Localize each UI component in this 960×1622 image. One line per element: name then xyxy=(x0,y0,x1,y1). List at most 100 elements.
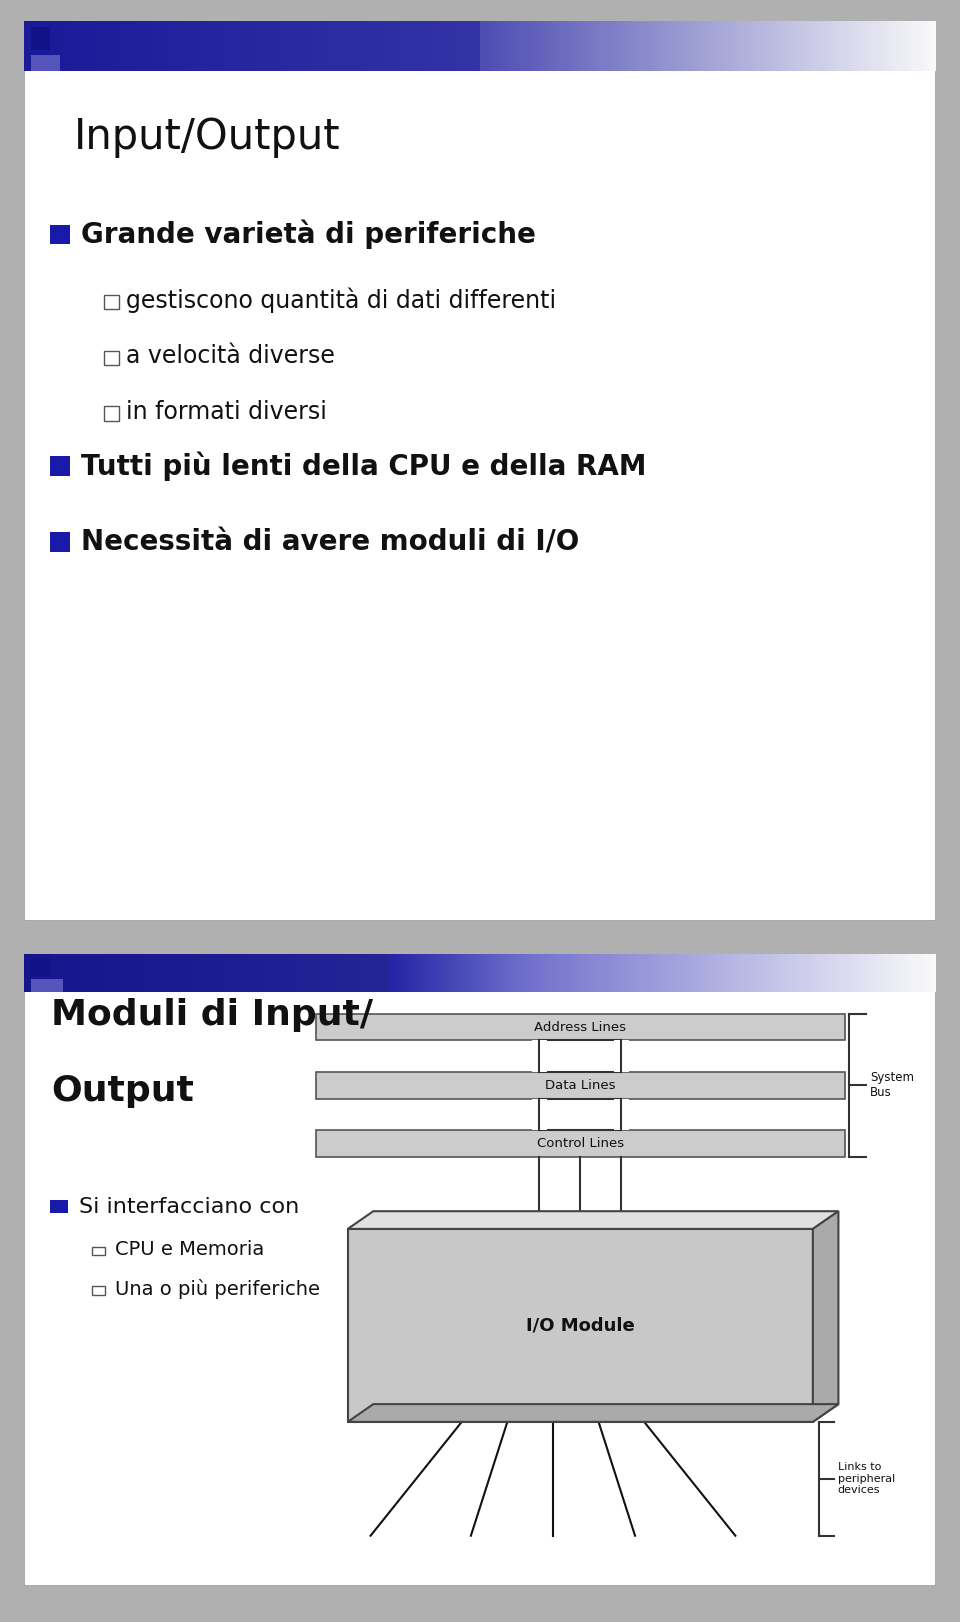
Bar xyxy=(613,21,617,71)
Bar xyxy=(483,954,487,991)
Bar xyxy=(543,21,548,71)
Bar xyxy=(620,21,624,71)
Bar xyxy=(303,954,307,991)
Bar xyxy=(556,954,560,991)
Bar xyxy=(173,954,177,991)
Bar xyxy=(63,21,67,71)
Bar xyxy=(139,21,143,71)
Bar xyxy=(553,954,557,991)
Text: Address Lines: Address Lines xyxy=(535,1020,626,1033)
Bar xyxy=(441,21,444,71)
Bar xyxy=(182,21,186,71)
Bar xyxy=(446,21,450,71)
Bar xyxy=(696,954,700,991)
Bar xyxy=(246,954,250,991)
Bar xyxy=(519,954,523,991)
Bar xyxy=(380,954,384,991)
Bar xyxy=(362,21,366,71)
Bar xyxy=(170,21,174,71)
Bar xyxy=(112,21,116,71)
Bar xyxy=(401,21,405,71)
Bar xyxy=(249,954,252,991)
Bar xyxy=(650,954,654,991)
Bar xyxy=(665,954,669,991)
Bar xyxy=(225,21,228,71)
Bar xyxy=(105,407,119,420)
Bar xyxy=(741,954,745,991)
Bar xyxy=(73,954,77,991)
Bar xyxy=(793,954,797,991)
Bar xyxy=(684,954,687,991)
Bar xyxy=(803,954,806,991)
Bar xyxy=(827,954,830,991)
Bar xyxy=(149,21,153,71)
Bar xyxy=(164,21,168,71)
Bar xyxy=(772,21,776,71)
Bar xyxy=(540,21,544,71)
Bar xyxy=(42,954,46,991)
Bar xyxy=(115,21,119,71)
Bar xyxy=(404,21,408,71)
Polygon shape xyxy=(813,1212,838,1422)
Bar xyxy=(48,21,52,71)
Bar xyxy=(675,954,679,991)
Bar xyxy=(258,21,262,71)
Bar xyxy=(735,21,739,71)
Bar xyxy=(654,21,658,71)
Bar xyxy=(480,21,484,71)
Bar xyxy=(276,954,280,991)
Bar xyxy=(516,21,520,71)
Bar xyxy=(337,21,341,71)
Bar xyxy=(617,21,621,71)
Bar xyxy=(94,21,98,71)
Bar xyxy=(420,954,423,991)
Bar xyxy=(902,21,906,71)
Bar xyxy=(407,21,411,71)
Bar xyxy=(73,21,77,71)
Bar xyxy=(209,954,213,991)
Bar xyxy=(617,954,621,991)
Bar xyxy=(854,954,858,991)
Bar xyxy=(644,954,648,991)
Bar xyxy=(595,21,599,71)
Bar xyxy=(835,21,840,71)
Bar xyxy=(720,954,724,991)
Bar xyxy=(255,21,259,71)
Bar xyxy=(790,954,794,991)
Bar xyxy=(252,21,256,71)
Bar xyxy=(766,954,770,991)
Bar xyxy=(636,21,639,71)
Bar xyxy=(222,21,226,71)
Bar xyxy=(857,954,861,991)
Bar xyxy=(550,954,554,991)
Bar xyxy=(164,954,168,991)
Bar xyxy=(222,954,226,991)
Bar xyxy=(33,954,37,991)
Bar xyxy=(532,1098,546,1131)
Bar xyxy=(781,21,785,71)
Bar xyxy=(63,954,67,991)
Bar xyxy=(271,21,275,71)
Bar xyxy=(873,954,876,991)
Bar xyxy=(483,21,487,71)
Text: in formati diversi: in formati diversi xyxy=(126,399,327,423)
Bar xyxy=(225,954,228,991)
Bar xyxy=(344,954,348,991)
Bar xyxy=(303,21,307,71)
Text: Data Lines: Data Lines xyxy=(545,1079,615,1092)
Bar xyxy=(905,21,909,71)
Bar xyxy=(328,21,332,71)
Bar xyxy=(912,954,916,991)
Bar xyxy=(933,954,937,991)
Bar xyxy=(866,21,870,71)
Bar xyxy=(152,954,156,991)
Text: Tutti più lenti della CPU e della RAM: Tutti più lenti della CPU e della RAM xyxy=(81,451,646,480)
Bar xyxy=(84,954,88,991)
Bar xyxy=(726,954,731,991)
Bar xyxy=(347,954,350,991)
Bar xyxy=(769,21,773,71)
Bar xyxy=(58,21,61,71)
Bar xyxy=(300,954,304,991)
Bar xyxy=(608,954,612,991)
Bar xyxy=(660,21,663,71)
